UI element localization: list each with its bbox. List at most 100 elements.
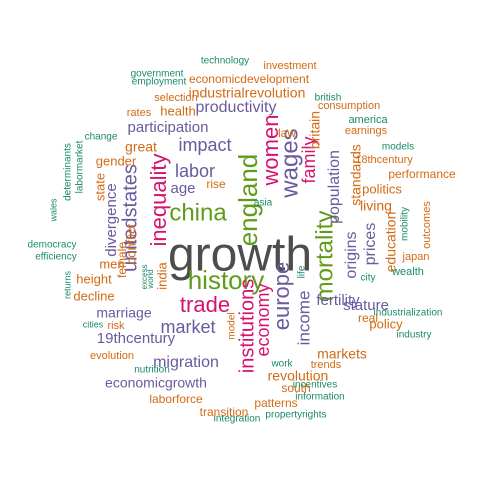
- word-history: history: [188, 265, 265, 295]
- word-propertyrights: propertyrights: [265, 410, 326, 421]
- word-work: work: [270, 359, 293, 370]
- word-migration: migration: [153, 354, 219, 371]
- word-rise: rise: [206, 177, 226, 191]
- word-trends: trends: [311, 359, 342, 371]
- word-technology: technology: [201, 56, 249, 67]
- word-europe: europe: [269, 262, 294, 331]
- word-risk: risk: [107, 320, 125, 332]
- word-performance: performance: [388, 167, 456, 181]
- word-growth: growth: [168, 229, 312, 282]
- word-impact: impact: [178, 135, 231, 155]
- word-government: government: [131, 69, 184, 80]
- word-determinants: determinants: [63, 143, 74, 201]
- word-incentives: incentives: [293, 380, 337, 391]
- word-fertility: fertility: [316, 292, 360, 309]
- word-evolution: evolution: [90, 350, 134, 362]
- word-asia: asia: [254, 198, 273, 209]
- word-law: law: [278, 126, 296, 140]
- word-economicgrowth: economicgrowth: [105, 375, 207, 391]
- word-markets: markets: [317, 346, 367, 362]
- word-south: south: [281, 381, 310, 395]
- word-institutions: institutions: [236, 279, 258, 374]
- word-britain: britain: [307, 111, 323, 149]
- word-selection: selection: [154, 92, 197, 104]
- word-wages: wages: [276, 128, 303, 198]
- word-japan: japan: [402, 251, 430, 263]
- word-revolution: revolution: [268, 368, 329, 384]
- word-great: great: [125, 139, 157, 155]
- word-consumption: consumption: [318, 100, 380, 112]
- word-divergence: divergence: [103, 183, 120, 256]
- word-nutrition: nutrition: [134, 365, 170, 376]
- word-democracy: democracy: [28, 240, 77, 251]
- word-india: india: [154, 261, 169, 289]
- word-life: life: [297, 265, 308, 278]
- word-industrialrevolution: industrialrevolution: [189, 85, 306, 101]
- word-china: china: [169, 199, 227, 226]
- word-mortality: mortality: [311, 211, 338, 302]
- word-prices: prices: [362, 223, 379, 266]
- word-industry: industry: [396, 330, 431, 341]
- word-economicdevelopment: economicdevelopment: [189, 72, 310, 86]
- word-city: city: [361, 273, 376, 284]
- word-patterns: patterns: [254, 396, 297, 410]
- word-outcomes: outcomes: [421, 201, 433, 249]
- word-origins: origins: [343, 231, 360, 278]
- word-marriage: marriage: [96, 305, 151, 321]
- word-england: england: [233, 154, 263, 247]
- word-family: family: [299, 136, 319, 183]
- word-health: health: [160, 103, 195, 118]
- word-productivity: productivity: [196, 99, 277, 116]
- word-age: age: [170, 180, 195, 197]
- word-america: america: [348, 114, 388, 126]
- word-labormarket: labormarket: [75, 140, 86, 193]
- word-world: world: [146, 269, 155, 289]
- word-living: living: [360, 198, 392, 214]
- word-state: state: [92, 173, 107, 201]
- word-stature: stature: [343, 297, 389, 314]
- word-investment: investment: [263, 60, 316, 72]
- word-excess: excess: [140, 265, 149, 290]
- word-standards: standards: [348, 144, 364, 205]
- word-participation: participation: [128, 119, 209, 136]
- word-income: income: [294, 291, 313, 346]
- word-efficiency: efficiency: [35, 252, 77, 263]
- word-british: british: [315, 93, 342, 104]
- word-decline: decline: [73, 288, 114, 303]
- word-gender: gender: [96, 153, 137, 168]
- word-returns: returns: [62, 270, 72, 299]
- word-integration: integration: [214, 414, 261, 425]
- word-men: men: [99, 256, 124, 271]
- word-market: market: [160, 317, 215, 337]
- word-policy: policy: [369, 316, 403, 331]
- word-trade: trade: [180, 292, 230, 317]
- word-transition: transition: [200, 405, 249, 419]
- word-politics: politics: [362, 181, 402, 196]
- word-laborforce: laborforce: [149, 392, 203, 406]
- word-labor: labor: [175, 161, 215, 181]
- word-inequality: inequality: [146, 154, 171, 247]
- word-unitedstates: unitedstates: [119, 164, 141, 272]
- word-real: real: [358, 311, 378, 325]
- word-earnings: earnings: [345, 125, 388, 137]
- word-model: model: [227, 312, 238, 339]
- word-cities: cities: [83, 319, 104, 329]
- word-information: information: [295, 392, 344, 403]
- word-18thcentury: 18thcentury: [355, 154, 413, 166]
- word-economy: economy: [253, 283, 273, 356]
- word-employment: employment: [132, 77, 187, 88]
- word-education: education: [383, 212, 399, 273]
- word-conflict: conflict: [123, 223, 138, 264]
- word-mobility: mobility: [400, 207, 411, 241]
- word-industrialization: industrialization: [374, 308, 443, 319]
- word-rates: rates: [127, 107, 152, 119]
- word-female: female: [115, 242, 129, 278]
- word-change: change: [85, 132, 118, 143]
- word-models: models: [382, 142, 414, 153]
- word-wales: wales: [48, 198, 58, 223]
- word-population: population: [326, 150, 343, 224]
- word-19thcentury: 19thcentury: [97, 330, 176, 347]
- word-wealth: wealth: [391, 266, 424, 278]
- word-women: women: [258, 115, 283, 187]
